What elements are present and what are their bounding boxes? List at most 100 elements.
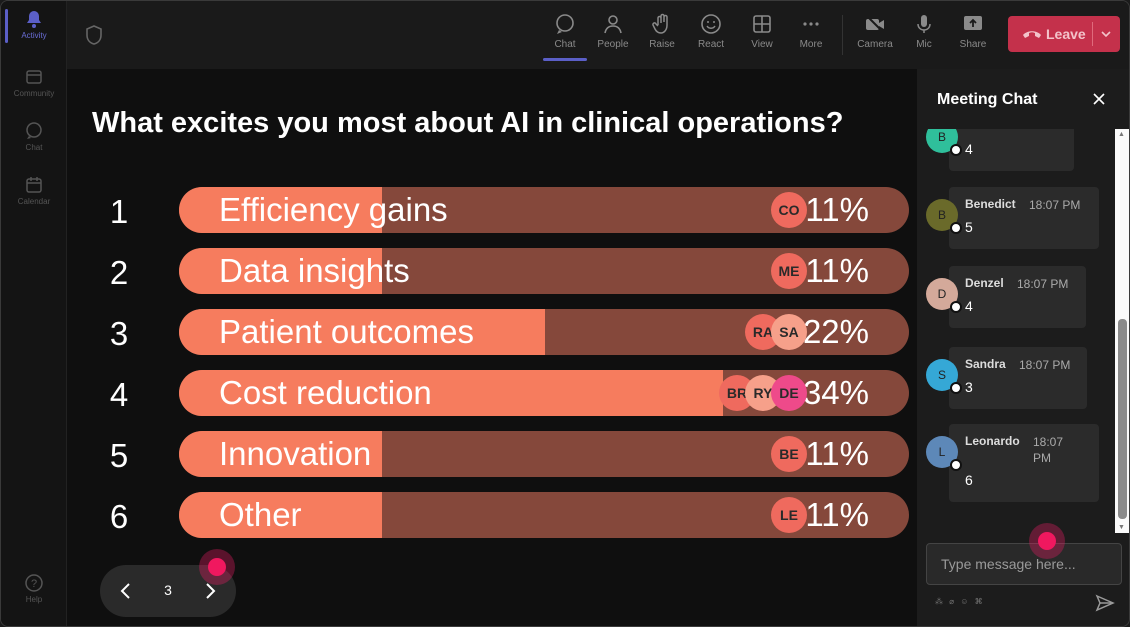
- option-number: 1: [109, 193, 129, 230]
- rail-item-community[interactable]: Community: [1, 59, 67, 109]
- avatar-initial: B: [937, 208, 946, 222]
- option-bar: Patient outcomes 22% RA SA: [179, 309, 909, 355]
- left-rail: Activity Community Chat Calendar ? Help: [1, 1, 67, 626]
- chat-message: Denzel 18:07 PM 4: [949, 266, 1086, 328]
- voter-avatar: CO: [771, 192, 807, 228]
- chevron-right-icon[interactable]: [198, 579, 222, 603]
- more-button-label: More: [799, 39, 823, 50]
- scroll-down-arrow[interactable]: ▼: [1118, 524, 1125, 531]
- status-dot: [950, 222, 962, 234]
- format-toolbar[interactable]: ⁂ ⌀ ☺ ⌘: [935, 597, 985, 606]
- avatar: S: [926, 359, 962, 394]
- option-bar: Innovation 11% BE: [179, 431, 909, 477]
- option-percentage: 11%: [805, 252, 869, 289]
- option-bar-fill: [179, 309, 545, 355]
- camera-off-icon: [866, 15, 884, 33]
- react-button[interactable]: React: [689, 11, 733, 61]
- option-label: Efficiency gains: [219, 191, 448, 228]
- rail-item-chat[interactable]: Chat: [1, 113, 67, 163]
- voter-avatar: BE: [771, 436, 807, 472]
- raise-button-label: Raise: [649, 39, 675, 50]
- rail-label: Community: [13, 89, 55, 98]
- chat-scrollbar[interactable]: ▲ ▼: [1115, 129, 1129, 533]
- pointer-highlight: [199, 549, 235, 585]
- rail-item-help[interactable]: ? Help: [1, 565, 67, 615]
- voter-avatar: SA: [771, 314, 807, 350]
- react-button-label: React: [697, 39, 725, 50]
- avatar: B: [926, 129, 962, 156]
- meeting-chat-panel: Meeting Chat 4 B Benedict 18:07 PM 5 B D…: [917, 69, 1129, 626]
- option-bar-fill: [179, 248, 382, 294]
- rail-label: Calendar: [17, 197, 51, 206]
- scroll-up-arrow[interactable]: ▲: [1118, 131, 1125, 138]
- scroll-thumb[interactable]: [1118, 319, 1127, 519]
- option-label: Innovation: [219, 435, 372, 472]
- meeting-toolbar: Chat People Raise React View More Camera: [67, 1, 1129, 69]
- message-text: 4: [965, 298, 973, 314]
- option-bar-fill: [179, 370, 723, 416]
- bell-icon: [27, 11, 41, 28]
- grid-icon: [753, 15, 771, 33]
- chevron-down-icon[interactable]: [1100, 28, 1112, 40]
- avatar: D: [926, 278, 962, 313]
- avatar: L: [926, 436, 962, 471]
- more-icon: [803, 22, 819, 26]
- avatar: B: [926, 199, 962, 234]
- chat-icon: [26, 122, 42, 139]
- camera-button[interactable]: Camera: [853, 11, 897, 61]
- option-label: Data insights: [219, 252, 410, 289]
- view-button-label: View: [751, 39, 773, 50]
- poll-option-row: 6 Other 11% LE: [67, 492, 917, 538]
- voter-avatar: DE: [771, 375, 807, 411]
- poll-option-row: 3 Patient outcomes 22% RA SA: [67, 309, 917, 355]
- option-bar: Efficiency gains 11% CO: [179, 187, 909, 233]
- close-icon[interactable]: [1091, 91, 1107, 107]
- send-icon[interactable]: [1095, 593, 1115, 613]
- status-dot: [950, 382, 962, 394]
- option-percentage: 22%: [802, 313, 869, 350]
- svg-text:?: ?: [31, 578, 37, 590]
- more-button[interactable]: More: [789, 11, 833, 61]
- option-bar: Cost reduction 34% BR RY DE: [179, 370, 909, 416]
- leave-divider: [1092, 22, 1093, 46]
- calendar-icon: [26, 177, 42, 193]
- chevron-left-icon[interactable]: [114, 579, 138, 603]
- view-button[interactable]: View: [740, 11, 784, 61]
- poll-option-row: 5 Innovation 11% BE: [67, 431, 917, 477]
- share-button[interactable]: Share: [951, 11, 995, 61]
- chat-button-label: Chat: [554, 39, 576, 50]
- rail-item-calendar[interactable]: Calendar: [1, 167, 67, 217]
- page-number: 3: [164, 582, 172, 598]
- status-dot: [950, 459, 962, 471]
- option-number: 5: [109, 437, 129, 474]
- message-text: 6: [965, 472, 973, 488]
- people-button-label: People: [597, 39, 629, 50]
- avatar-initial: S: [937, 368, 946, 382]
- share-button-label: Share: [959, 39, 987, 50]
- option-bar: Data insights 11% ME: [179, 248, 909, 294]
- raise-hand-button[interactable]: Raise: [640, 11, 684, 61]
- option-label: Cost reduction: [219, 374, 432, 411]
- option-label: Patient outcomes: [219, 313, 474, 350]
- sender-name: Denzel: [965, 276, 1004, 290]
- people-button[interactable]: People: [591, 11, 635, 61]
- chat-button[interactable]: Chat: [543, 11, 587, 61]
- poll-question: What excites you most about AI in clinic…: [92, 107, 844, 139]
- share-screen-icon: [964, 16, 982, 30]
- status-dot: [950, 301, 962, 313]
- option-bar: Other 11% LE: [179, 492, 909, 538]
- rail-item-activity[interactable]: Activity: [1, 1, 67, 51]
- chat-icon: [556, 14, 574, 34]
- toolbar-divider: [842, 15, 843, 55]
- chat-messages: 4 B Benedict 18:07 PM 5 B Denzel 18:07 P…: [917, 129, 1115, 533]
- option-bar-fill: [179, 492, 382, 538]
- leave-button[interactable]: Leave: [1008, 16, 1120, 52]
- option-bar-fill: [179, 431, 382, 477]
- sender-name: Sandra: [965, 357, 1006, 371]
- message-text: 5: [965, 219, 973, 235]
- leave-label: Leave: [1046, 26, 1086, 42]
- rail-label: Help: [25, 595, 43, 604]
- mic-button[interactable]: Mic: [902, 11, 946, 61]
- chat-message-input[interactable]: [926, 543, 1122, 585]
